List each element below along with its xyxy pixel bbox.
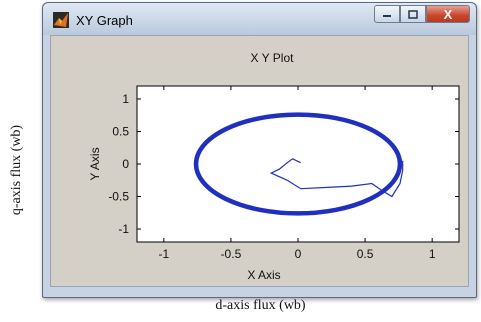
x-tick-label: -1 xyxy=(158,247,169,261)
x-tick-label: 0 xyxy=(295,247,302,261)
y-tick-label: -1 xyxy=(118,222,129,236)
figure-canvas: X Y Plot X Axis Y Axis -1 -0.5 0 0.5 1 1 0.5 0-… xyxy=(50,35,469,287)
x-tick-label: -0.5 xyxy=(221,247,242,261)
x-axis-label: X Axis xyxy=(247,268,280,282)
maximize-icon xyxy=(408,9,418,19)
figure-ylabel: q-axis flux (wb) xyxy=(2,70,32,270)
maximize-button[interactable] xyxy=(400,5,426,23)
x-tick-label: 1 xyxy=(429,247,436,261)
xy-plot: X Y Plot X Axis Y Axis -1 -0.5 0 0.5 110.50-… xyxy=(88,51,460,282)
axis-ticks: -1 -0.5 0 0.5 1 1 0.5 0 -0.5 -1 xyxy=(108,86,459,261)
flux-startup-trajectory xyxy=(269,158,404,198)
xy-graph-window: XY Graph X X Y Plot X Axis Y Axis -1 -0. xyxy=(42,2,477,298)
y-tick-label: 1 xyxy=(122,92,129,106)
y-tick-label: 0 xyxy=(122,157,129,171)
plot-series xyxy=(193,112,404,216)
minimize-button[interactable] xyxy=(374,5,400,23)
figure-xlabel: d-axis flux (wb) xyxy=(215,298,306,313)
matlab-icon xyxy=(53,12,69,28)
window-controls: X xyxy=(374,5,470,23)
window-title: XY Graph xyxy=(76,13,133,28)
close-button[interactable]: X xyxy=(426,5,470,23)
window-titlebar[interactable]: XY Graph X xyxy=(43,3,476,35)
y-tick-label: 0.5 xyxy=(112,125,129,139)
chart-title: X Y Plot xyxy=(251,51,295,65)
y-tick-label: -0.5 xyxy=(108,190,129,204)
x-tick-label: 0.5 xyxy=(357,247,374,261)
flux-circle-trajectory xyxy=(193,112,403,216)
y-axis-label: Y Axis xyxy=(88,147,102,180)
close-icon: X xyxy=(443,6,453,22)
figure-ylabel-text: q-axis flux (wb) xyxy=(9,124,24,216)
axes-background xyxy=(136,85,460,243)
minimize-icon xyxy=(383,15,391,17)
